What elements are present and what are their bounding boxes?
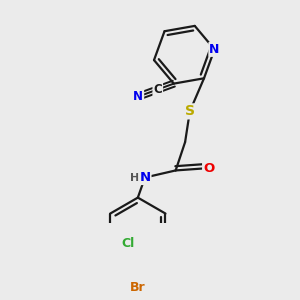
Text: C: C bbox=[153, 83, 162, 96]
Text: O: O bbox=[203, 162, 214, 175]
Text: N: N bbox=[140, 171, 151, 184]
Text: H: H bbox=[130, 172, 139, 182]
Text: Br: Br bbox=[130, 281, 146, 294]
Text: N: N bbox=[209, 43, 220, 56]
Text: S: S bbox=[185, 104, 195, 118]
Text: Cl: Cl bbox=[121, 237, 134, 250]
Text: N: N bbox=[133, 90, 143, 103]
